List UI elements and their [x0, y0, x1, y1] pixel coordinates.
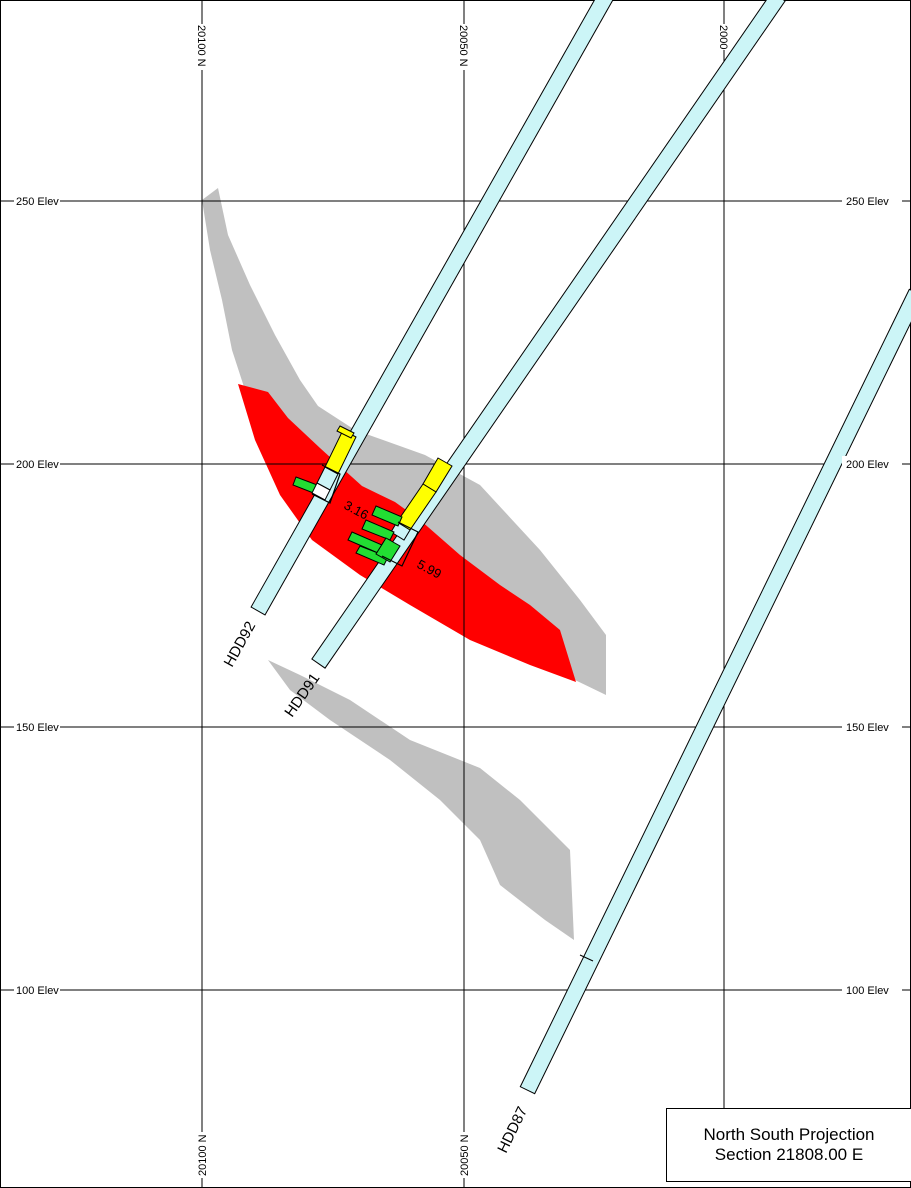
drill-hole-hdd92-trace [250, 0, 614, 616]
hdd92-assay-intervals [292, 425, 357, 501]
section-subtitle: Section 21808.00 E [714, 1145, 864, 1164]
northing-label-20100-top: 20100 N [195, 25, 207, 67]
elev-label-200-right: 200 Elev [846, 459, 889, 471]
elev-label-250-right: 250 Elev [846, 196, 889, 208]
intercept-brackets [311, 464, 419, 567]
northing-label-20050-top: 20050 N [457, 25, 469, 67]
northing-label-20050-bottom: 20050 N [459, 1134, 471, 1176]
elev-label-150-right: 150 Elev [846, 722, 889, 734]
section-title-box: North South Projection Section 21808.00 … [666, 1108, 911, 1182]
projection-title: North South Projection [703, 1125, 875, 1144]
drill-hole-label-hdd92: HDD92 [221, 619, 260, 670]
elev-label-150-left: 150 Elev [16, 722, 59, 734]
lower-grey-envelope [268, 660, 574, 940]
northing-labels-top: 20100 N 20050 N 2000 [195, 24, 731, 70]
northing-label-2000-top: 2000 [717, 25, 729, 49]
elevation-labels-right: 250 Elev 200 Elev 150 Elev 100 Elev [842, 193, 902, 997]
drill-hole-hdd87-trace [519, 288, 911, 1095]
elev-label-250-left: 250 Elev [16, 196, 59, 208]
elev-label-100-left: 100 Elev [16, 985, 59, 997]
elev-label-100-right: 100 Elev [846, 985, 889, 997]
northing-label-20100-bottom: 20100 N [197, 1134, 209, 1176]
drill-hole-label-hdd87: HDD87 [494, 1104, 531, 1156]
elevation-labels-left: 250 Elev 200 Elev 150 Elev 100 Elev [14, 193, 60, 997]
upper-grey-envelope [202, 188, 606, 695]
northing-labels-bottom: 20100 N 20050 N [196, 1132, 471, 1178]
elev-label-200-left: 200 Elev [16, 459, 59, 471]
